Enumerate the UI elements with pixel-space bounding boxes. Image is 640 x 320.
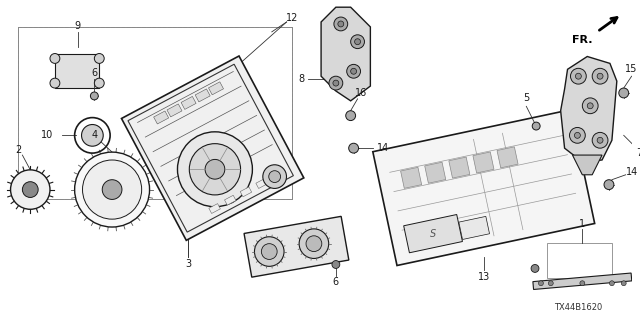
Text: 6: 6 [92, 68, 97, 78]
Circle shape [102, 180, 122, 199]
Circle shape [263, 165, 287, 188]
Circle shape [205, 159, 225, 179]
Circle shape [22, 182, 38, 197]
Polygon shape [404, 214, 463, 253]
Circle shape [83, 160, 141, 219]
Circle shape [261, 244, 277, 260]
Text: 3: 3 [185, 259, 191, 268]
Circle shape [90, 92, 99, 100]
Text: 16: 16 [355, 88, 367, 98]
Text: 7: 7 [636, 148, 640, 158]
Circle shape [306, 236, 322, 252]
Polygon shape [533, 273, 632, 290]
Text: 13: 13 [477, 272, 490, 282]
Circle shape [548, 281, 553, 286]
Text: 9: 9 [74, 21, 81, 31]
Circle shape [189, 144, 241, 195]
Polygon shape [497, 147, 518, 168]
Text: 12: 12 [286, 13, 299, 23]
Circle shape [580, 281, 585, 286]
Polygon shape [240, 187, 252, 197]
Circle shape [10, 170, 50, 209]
Circle shape [597, 137, 603, 143]
Circle shape [334, 17, 348, 31]
Polygon shape [244, 216, 349, 277]
Text: 5: 5 [523, 93, 529, 103]
Circle shape [609, 281, 614, 286]
Circle shape [81, 124, 103, 146]
Circle shape [351, 68, 356, 74]
Circle shape [597, 73, 603, 79]
Polygon shape [195, 89, 210, 102]
Circle shape [329, 76, 343, 90]
Circle shape [94, 53, 104, 63]
Text: 2: 2 [15, 145, 22, 155]
Text: 10: 10 [41, 130, 53, 140]
Polygon shape [209, 82, 223, 95]
Circle shape [349, 143, 358, 153]
Circle shape [592, 68, 608, 84]
Text: 6: 6 [333, 277, 339, 287]
Polygon shape [373, 110, 595, 266]
Text: FR.: FR. [572, 35, 593, 45]
Polygon shape [122, 56, 304, 240]
Circle shape [604, 180, 614, 189]
Polygon shape [256, 179, 268, 188]
Circle shape [619, 88, 628, 98]
Circle shape [299, 229, 329, 259]
Circle shape [588, 103, 593, 109]
Text: S: S [430, 229, 436, 239]
Polygon shape [167, 104, 182, 117]
Polygon shape [473, 152, 494, 173]
Text: 15: 15 [625, 64, 638, 74]
Polygon shape [55, 53, 99, 88]
Circle shape [592, 132, 608, 148]
Polygon shape [459, 216, 490, 239]
Text: 14: 14 [377, 143, 389, 153]
Circle shape [355, 39, 360, 45]
Circle shape [50, 53, 60, 63]
Polygon shape [561, 57, 617, 162]
Circle shape [575, 73, 581, 79]
Circle shape [177, 132, 252, 207]
Circle shape [570, 127, 586, 143]
Circle shape [575, 132, 580, 138]
Circle shape [50, 78, 60, 88]
Circle shape [531, 265, 539, 272]
Polygon shape [225, 195, 236, 205]
Polygon shape [425, 162, 445, 183]
Polygon shape [401, 167, 422, 188]
Circle shape [332, 260, 340, 268]
Circle shape [94, 78, 104, 88]
Circle shape [255, 237, 284, 266]
Text: 4: 4 [92, 130, 97, 140]
Polygon shape [209, 204, 220, 213]
Polygon shape [449, 157, 470, 178]
Text: 14: 14 [625, 167, 637, 177]
Circle shape [333, 80, 339, 86]
Circle shape [532, 122, 540, 130]
Circle shape [570, 68, 586, 84]
Circle shape [538, 281, 543, 286]
Circle shape [269, 171, 280, 182]
Text: 8: 8 [298, 74, 305, 84]
Polygon shape [321, 7, 371, 101]
Circle shape [75, 152, 150, 227]
Circle shape [346, 111, 356, 121]
Circle shape [582, 98, 598, 114]
Circle shape [621, 281, 626, 286]
Text: TX44B1620: TX44B1620 [554, 303, 602, 312]
Polygon shape [572, 155, 602, 175]
Polygon shape [154, 111, 169, 124]
Text: 1: 1 [579, 219, 586, 229]
Circle shape [338, 21, 344, 27]
Circle shape [347, 64, 360, 78]
Circle shape [351, 35, 364, 49]
Polygon shape [181, 96, 196, 109]
